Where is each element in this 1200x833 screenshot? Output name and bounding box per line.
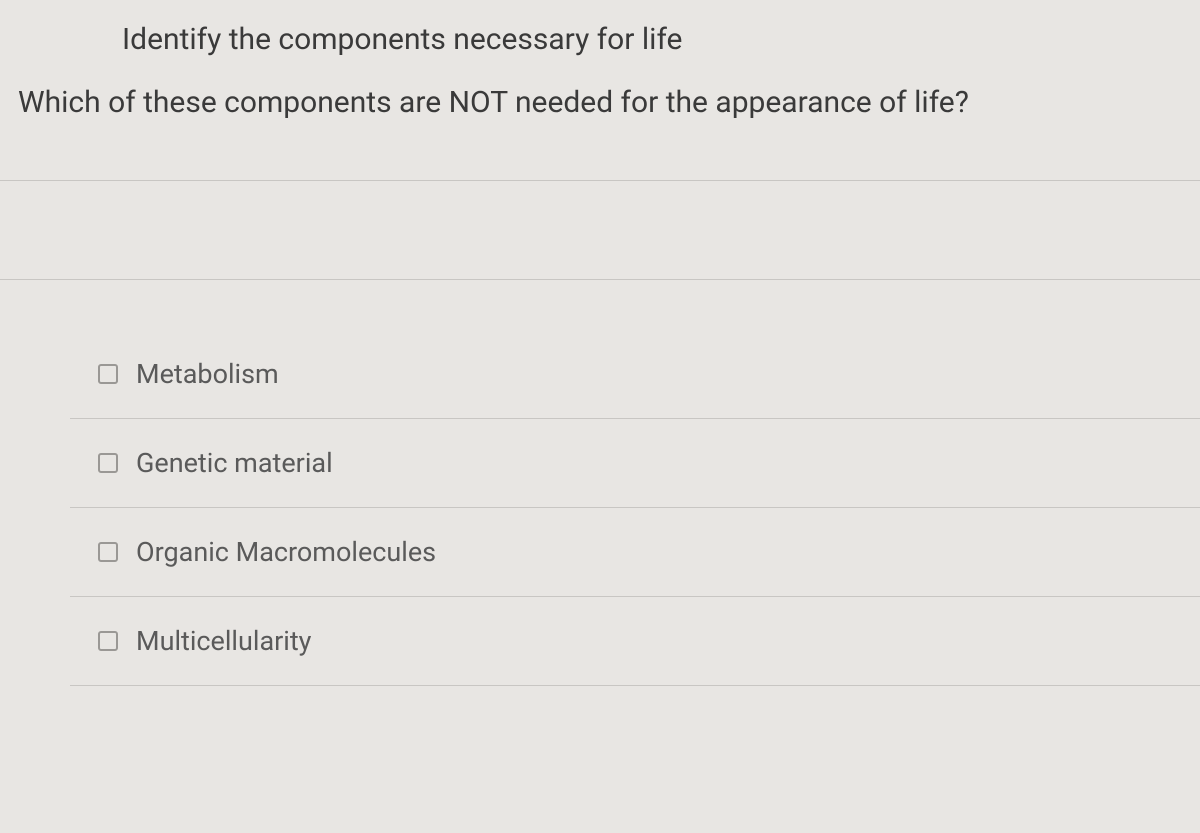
page-title: Identify the components necessary for li… bbox=[0, 0, 1200, 77]
option-row[interactable]: Metabolism bbox=[70, 330, 1200, 419]
options-list: Metabolism Genetic material Organic Macr… bbox=[0, 280, 1200, 686]
option-label: Multicellularity bbox=[136, 625, 311, 657]
checkbox-genetic-material[interactable] bbox=[98, 453, 118, 473]
option-row[interactable]: Genetic material bbox=[70, 419, 1200, 508]
option-row[interactable]: Organic Macromolecules bbox=[70, 508, 1200, 597]
checkbox-organic-macromolecules[interactable] bbox=[98, 542, 118, 562]
option-label: Organic Macromolecules bbox=[136, 536, 436, 568]
checkbox-metabolism[interactable] bbox=[98, 364, 118, 384]
question-prompt: Which of these components are NOT needed… bbox=[0, 77, 1200, 150]
option-row[interactable]: Multicellularity bbox=[70, 597, 1200, 686]
quiz-container: Identify the components necessary for li… bbox=[0, 0, 1200, 833]
option-label: Genetic material bbox=[136, 447, 333, 479]
divider-block bbox=[0, 180, 1200, 280]
option-label: Metabolism bbox=[136, 358, 279, 390]
checkbox-multicellularity[interactable] bbox=[98, 631, 118, 651]
